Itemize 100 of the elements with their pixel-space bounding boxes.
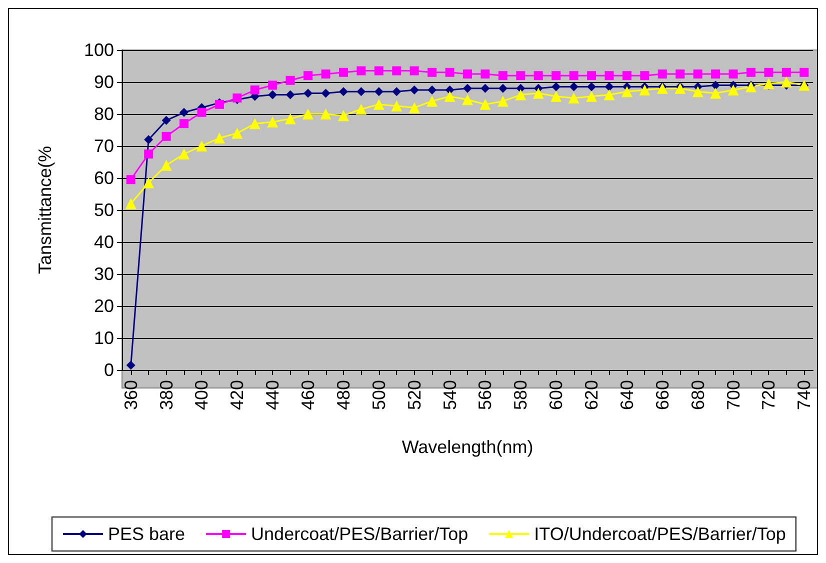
point: [126, 175, 136, 184]
point: [321, 70, 330, 78]
point: [640, 71, 650, 80]
point: [286, 76, 295, 85]
point: [622, 71, 632, 80]
x-tick-label: 640: [616, 380, 637, 410]
point: [711, 70, 720, 78]
point: [550, 90, 562, 102]
point: [552, 71, 561, 80]
legend-label: PES bare: [108, 524, 186, 544]
x-tick-label: 380: [156, 380, 176, 410]
point: [320, 108, 332, 120]
x-tick-label: 420: [227, 380, 248, 410]
point: [338, 68, 348, 77]
point: [196, 140, 208, 152]
point: [569, 71, 578, 80]
point: [374, 87, 384, 96]
point: [604, 71, 614, 80]
point: [410, 86, 419, 94]
point: [392, 66, 402, 76]
point: [143, 177, 154, 188]
point: [268, 80, 278, 90]
point: [568, 92, 580, 104]
x-axis-title: Wavelength(nm): [402, 437, 534, 457]
point: [214, 132, 225, 144]
point: [728, 70, 738, 78]
point: [498, 71, 508, 80]
point: [587, 71, 596, 80]
x-tick-label: 520: [404, 380, 424, 410]
point: [410, 66, 419, 76]
point: [304, 88, 313, 98]
point: [532, 88, 544, 99]
point: [284, 113, 296, 124]
legend-label: Undercoat/PES/Barrier/Top: [251, 524, 468, 544]
legend-label: ITO/Undercoat/PES/Barrier/Top: [534, 524, 786, 544]
point: [267, 116, 278, 128]
point: [658, 70, 667, 78]
point: [197, 108, 206, 117]
y-tick-label: 40: [94, 232, 114, 252]
y-tick-label: 30: [94, 264, 114, 284]
point: [391, 100, 402, 112]
x-tick-label: 500: [368, 380, 389, 410]
point: [338, 87, 348, 96]
point: [587, 82, 596, 92]
x-tick-label: 680: [688, 380, 708, 410]
x-tick-label: 440: [262, 380, 283, 410]
y-tick-label: 80: [94, 104, 114, 124]
y-tick-label: 60: [94, 168, 114, 188]
point: [162, 132, 171, 141]
point: [763, 78, 774, 90]
point: [497, 96, 508, 107]
point: [428, 68, 437, 77]
x-tick-label: 360: [120, 380, 141, 410]
x-tick-label: 620: [582, 380, 602, 410]
point: [463, 84, 472, 93]
point: [160, 160, 172, 171]
x-tick-label: 480: [333, 380, 354, 410]
point: [338, 110, 349, 122]
point: [125, 198, 136, 210]
point: [764, 68, 774, 77]
point: [710, 88, 722, 99]
point: [286, 90, 295, 100]
point: [692, 86, 704, 98]
point: [621, 86, 632, 98]
point: [745, 81, 756, 92]
point: [302, 108, 314, 120]
point: [498, 84, 508, 93]
point: [656, 82, 668, 94]
point: [321, 88, 330, 98]
y-axis-title: Tansmittance(%: [35, 146, 55, 274]
point: [426, 96, 438, 107]
y-tick-label: 100: [84, 40, 114, 60]
point: [162, 116, 171, 125]
point: [480, 84, 490, 93]
x-tick-label: 720: [758, 380, 779, 410]
point: [408, 102, 420, 114]
point: [462, 94, 473, 106]
point: [782, 68, 791, 77]
y-tick-label: 70: [94, 136, 114, 156]
point: [356, 66, 366, 76]
point: [586, 90, 598, 102]
point: [392, 87, 402, 96]
point: [534, 71, 543, 80]
point: [463, 70, 472, 78]
point: [444, 90, 456, 102]
point: [144, 135, 154, 144]
point: [552, 82, 561, 92]
x-tick-label: 560: [475, 380, 496, 410]
point: [711, 80, 720, 90]
point: [516, 71, 526, 80]
point: [356, 104, 367, 115]
point: [728, 84, 739, 96]
point: [428, 86, 437, 94]
x-tick-label: 540: [440, 380, 460, 410]
point: [780, 76, 792, 88]
point: [445, 68, 454, 77]
x-tick-label: 600: [546, 380, 566, 410]
point: [639, 84, 650, 96]
y-tick-label: 10: [94, 328, 114, 348]
point: [356, 87, 366, 96]
